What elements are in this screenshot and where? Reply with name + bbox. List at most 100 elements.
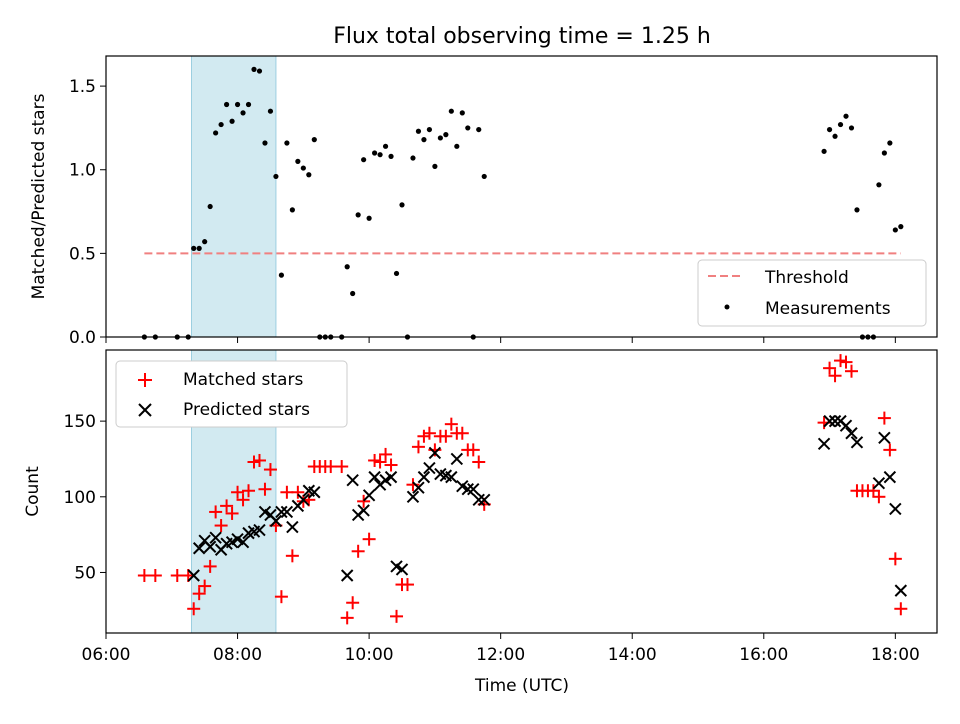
measurement-point: [344, 264, 350, 270]
predicted-star-point: [192, 542, 206, 555]
predicted-star-point: [417, 470, 431, 484]
legend-matched-label: Matched stars: [183, 370, 303, 390]
measurement-point: [218, 121, 224, 128]
measurement-point: [295, 158, 301, 164]
top-ytick-label: 0.5: [69, 244, 96, 264]
measurement-point: [854, 207, 860, 213]
measurement-point: [350, 290, 356, 297]
legend-measurements-swatch: [724, 304, 730, 310]
matched-star-point: [839, 355, 853, 369]
matched-star-point: [866, 484, 880, 498]
predicted-star-point: [872, 476, 886, 490]
top-ytick-label: 0.0: [69, 328, 96, 348]
measurement-point: [837, 121, 844, 128]
predicted-star-point: [889, 502, 902, 516]
matched-star-point: [823, 361, 837, 375]
measurement-point: [196, 245, 202, 251]
measurement-point: [234, 101, 241, 108]
measurement-point: [443, 132, 449, 138]
top-ytick-label: 1.0: [69, 161, 96, 181]
measurement-point: [393, 270, 400, 277]
predicted-star-point: [445, 470, 458, 484]
measurement-point: [448, 108, 454, 114]
matched-star-point: [828, 369, 842, 383]
measurement-point: [382, 143, 389, 149]
matched-star-point: [444, 417, 458, 431]
x-axis-label: Time (UTC): [474, 676, 569, 696]
predicted-star-point: [839, 419, 853, 432]
measurement-point: [202, 239, 208, 245]
matched-star-point: [872, 490, 886, 504]
matched-star-point: [472, 455, 486, 469]
matched-star-point: [844, 364, 858, 378]
measurement-point: [311, 137, 317, 143]
measurement-point: [377, 152, 383, 158]
measurement-point: [821, 148, 827, 154]
measurement-point: [399, 202, 405, 208]
bottom-panel: 50 100 150 06:00 08:00 10:00 12:00 14:00 16:00 1…: [23, 349, 938, 696]
predicted-star-point: [878, 431, 891, 444]
matched-star-point: [242, 484, 256, 498]
predicted-star-point: [450, 452, 464, 466]
predicted-star-point: [286, 520, 299, 534]
measurement-point: [454, 143, 460, 149]
x-tick-label: 10:00: [345, 645, 394, 665]
predicted-star-point: [461, 483, 474, 496]
predicted-star-point: [894, 584, 908, 597]
measurement-point: [251, 66, 257, 72]
predicted-star-point: [297, 493, 310, 507]
measurement-point: [229, 118, 235, 124]
predicted-star-point: [423, 461, 436, 475]
bottom-ytick-label: 50: [74, 563, 96, 583]
matched-star-point: [214, 519, 228, 533]
matched-star-point: [258, 482, 272, 496]
x-tick-label: 08:00: [213, 645, 262, 665]
predicted-star-point: [253, 523, 266, 537]
matched-star-point: [148, 568, 162, 582]
matched-star-point: [439, 429, 453, 443]
matched-star-point: [187, 602, 201, 616]
predicted-star-point: [362, 489, 376, 502]
matched-star-point: [198, 579, 212, 593]
measurement-point: [256, 68, 263, 74]
predicted-star-point: [203, 540, 217, 553]
predicted-star-point: [845, 427, 858, 440]
top-ytick-label: 1.5: [69, 77, 96, 97]
matched-star-point: [231, 485, 245, 499]
measurement-point: [476, 126, 482, 133]
measurement-point: [421, 137, 427, 143]
predicted-star-point: [340, 569, 354, 582]
measurement-point: [355, 212, 361, 218]
predicted-star-point: [823, 414, 836, 428]
matched-star-point: [291, 485, 305, 499]
measurement-point: [898, 224, 904, 230]
measurement-point: [881, 150, 887, 156]
matched-star-point: [400, 578, 414, 592]
measurement-point: [262, 140, 268, 146]
predicted-star-point: [472, 493, 485, 507]
measurement-point: [892, 227, 898, 233]
measurement-point: [876, 182, 882, 188]
matched-star-point: [252, 453, 266, 467]
bottom-y-label: Count: [23, 466, 43, 517]
predicted-star-point: [428, 446, 442, 460]
matched-star-point: [466, 443, 480, 457]
matched-star-point: [422, 426, 436, 440]
top-y-label: Matched/Predicted stars: [29, 93, 49, 299]
measurement-point: [388, 153, 394, 159]
legend-measurements-label: Measurements: [765, 299, 891, 319]
matched-star-point: [340, 611, 354, 625]
measurement-point: [273, 173, 279, 180]
predicted-star-point: [384, 470, 398, 484]
top-axes-frame: [105, 55, 938, 338]
matched-star-point: [357, 494, 371, 508]
predicted-star-point: [828, 414, 842, 428]
predicted-star-point: [187, 569, 200, 582]
measurement-point: [481, 173, 487, 180]
chart-title: Flux total observing time = 1.25 h: [333, 24, 711, 49]
measurement-point: [207, 203, 213, 210]
measurement-point: [826, 126, 833, 133]
top-legend: Threshold Measurements: [697, 259, 927, 327]
bottom-ytick-label: 100: [64, 488, 96, 508]
predicted-star-point: [357, 504, 370, 517]
